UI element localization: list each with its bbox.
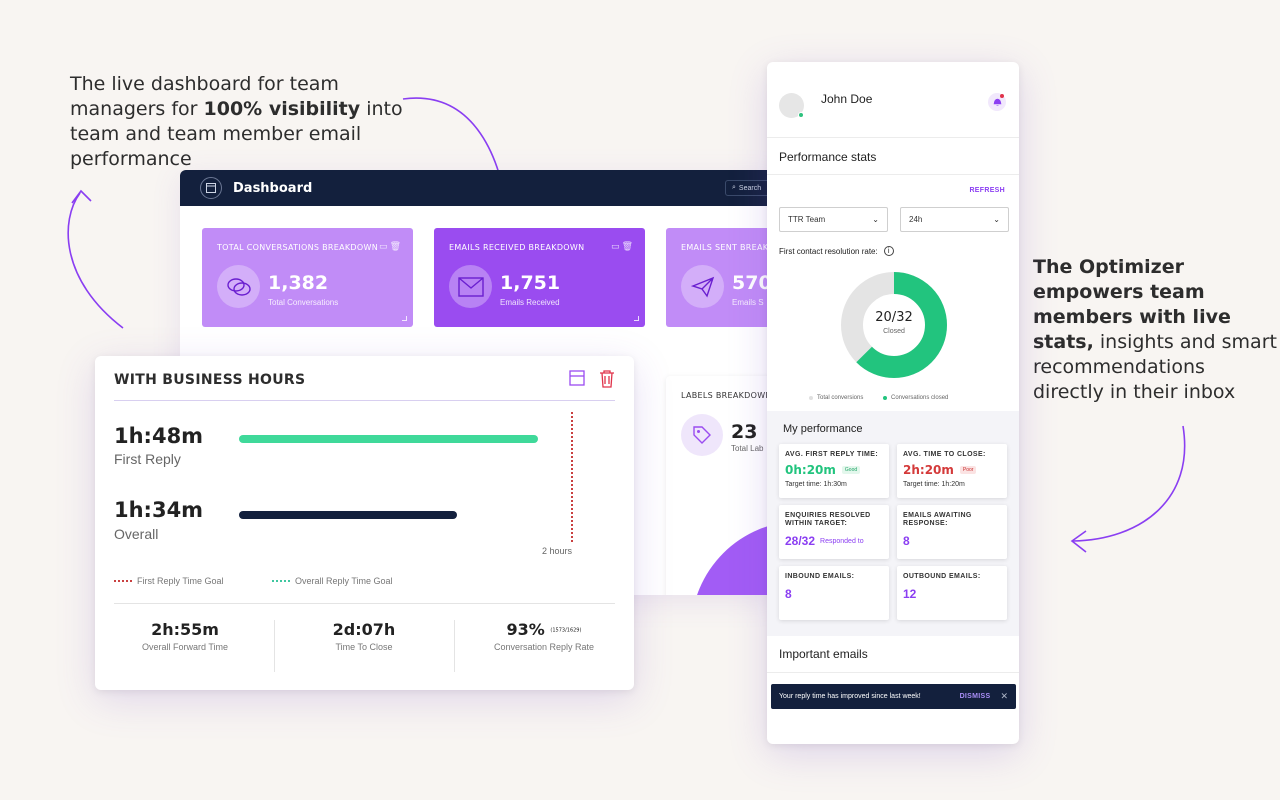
important-emails-title: Important emails — [779, 647, 868, 661]
overall-bar — [239, 511, 457, 519]
fcr-label: First contact resolution rate: i — [779, 246, 894, 256]
card-title: WITH BUSINESS HOURS — [114, 372, 306, 388]
legend-first-reply-goal: First Reply Time Goal — [114, 576, 224, 586]
envelope-icon — [449, 265, 492, 308]
layout-icon[interactable] — [569, 370, 585, 393]
notification-dot-icon — [1000, 94, 1004, 98]
my-performance-title: My performance — [783, 423, 863, 435]
enquiries-resolved-card[interactable]: ENQUIRIES RESOLVED WITHIN TARGET: 28/32 R… — [779, 505, 889, 559]
labels-breakdown-card[interactable]: LABELS BREAKDOWN 23 Total Lab — [666, 376, 780, 595]
first-reply-label: First Reply — [114, 451, 181, 467]
toast-message: Your reply time has improved since last … — [779, 693, 921, 700]
emails-received-card[interactable]: EMAILS RECEIVED BREAKDOWN ▭🗑 1,751 Email… — [434, 228, 645, 327]
card-title: EMAILS RECEIVED BREAKDOWN — [449, 243, 585, 252]
card-subtitle: Emails Received — [500, 298, 560, 307]
poor-badge: Poor — [959, 466, 977, 474]
performance-stats-title: Performance stats — [779, 150, 877, 164]
dashboard-header: Dashboard ⌕ Search — [180, 170, 780, 206]
avg-time-to-close-card[interactable]: AVG. TIME TO CLOSE: 2h:20m Poor Target ti… — [897, 444, 1007, 498]
close-icon[interactable]: ✕ — [1000, 691, 1008, 701]
card-value: 570 — [732, 272, 772, 294]
card-subtitle: Emails S — [732, 298, 764, 307]
overall-value: 1h:34m — [114, 498, 204, 522]
business-hours-card: WITH BUSINESS HOURS 1h:48m First Reply 1… — [95, 356, 634, 690]
resize-handle-icon[interactable] — [634, 316, 639, 321]
first-reply-value: 1h:48m — [114, 424, 204, 448]
good-badge: Good — [841, 466, 861, 474]
inbound-emails-card[interactable]: INBOUND EMAILS: 8 — [779, 566, 889, 620]
info-icon[interactable]: i — [883, 246, 894, 256]
chevron-down-icon: ⌄ — [993, 215, 1000, 224]
right-caption: The Optimizer empowers team members with… — [1033, 256, 1277, 403]
tag-icon — [681, 414, 723, 456]
emails-awaiting-card[interactable]: EMAILS AWAITING RESPONSE: 8 — [897, 505, 1007, 559]
card-value: 1,382 — [268, 272, 329, 294]
first-reply-bar — [239, 435, 538, 443]
emails-sent-card[interactable]: EMAILS SENT BREAKD 570 Emails S — [666, 228, 780, 327]
toast-notification: Your reply time has improved since last … — [771, 684, 1016, 709]
dashboard-title: Dashboard — [233, 180, 313, 196]
outbound-emails-card[interactable]: OUTBOUND EMAILS: 12 — [897, 566, 1007, 620]
search-placeholder: Search — [738, 184, 762, 192]
avg-first-reply-card[interactable]: AVG. FIRST REPLY TIME: 0h:20m Good Target… — [779, 444, 889, 498]
donut-value: 20/32 — [875, 310, 913, 325]
card-subtitle: Total Conversations — [268, 298, 339, 307]
card-value: 23 — [731, 421, 758, 443]
card-actions[interactable]: ▭🗑 — [611, 241, 635, 251]
donut-closed-arc — [841, 272, 947, 378]
card-title: LABELS BREAKDOWN — [681, 391, 772, 400]
card-value: 1,751 — [500, 272, 561, 294]
donut-label: Closed — [883, 328, 905, 335]
legend-overall-reply-goal: Overall Reply Time Goal — [272, 576, 393, 586]
my-performance-section: My performance AVG. FIRST REPLY TIME: 0h… — [767, 411, 1019, 636]
card-actions[interactable]: ▭🗑 — [379, 241, 403, 251]
chevron-down-icon: ⌄ — [872, 215, 879, 224]
goal-line — [571, 412, 573, 542]
stat-conversation-reply-rate: 93% (1573/1629) Conversation Reply Rate — [493, 620, 595, 652]
team-select[interactable]: TTR Team ⌄ — [779, 207, 888, 232]
dashboard-logo-icon — [200, 177, 222, 199]
axis-label: 2 hours — [542, 546, 573, 556]
dismiss-button[interactable]: DISMISS — [959, 693, 991, 700]
resize-handle-icon[interactable] — [402, 316, 407, 321]
trash-icon[interactable] — [599, 370, 615, 393]
online-status-icon — [798, 112, 804, 118]
fcr-donut-chart — [841, 272, 947, 378]
user-name: John Doe — [821, 92, 873, 106]
total-conversations-card[interactable]: TOTAL CONVERSATIONS BREAKDOWN ▭🗑 1,382 T… — [202, 228, 413, 327]
left-caption: The live dashboard for team managers for… — [70, 73, 403, 170]
card-title: TOTAL CONVERSATIONS BREAKDOWN — [217, 243, 378, 252]
labels-pie-chart — [697, 523, 780, 595]
search-icon: ⌕ — [732, 184, 736, 191]
refresh-button[interactable]: REFRESH — [969, 187, 1005, 194]
search-input[interactable]: ⌕ Search — [725, 180, 780, 196]
stat-overall-forward-time: 2h:55m Overall Forward Time — [141, 620, 229, 652]
donut-center: 20/32 Closed — [841, 310, 947, 335]
stat-time-to-close: 2d:07h Time To Close — [332, 620, 396, 652]
dashboard-window: Dashboard ⌕ Search TOTAL CONVERSATIONS B… — [180, 170, 780, 595]
legend-total-conversions: Total conversions — [809, 395, 863, 401]
legend-conversations-closed: Conversations closed — [883, 395, 948, 401]
overall-label: Overall — [114, 526, 159, 542]
period-select[interactable]: 24h ⌄ — [900, 207, 1009, 232]
optimizer-panel: John Doe Performance stats REFRESH TTR T… — [767, 62, 1019, 744]
chat-bubbles-icon — [217, 265, 260, 308]
paper-plane-icon — [681, 265, 724, 308]
card-subtitle: Total Lab — [731, 444, 764, 453]
card-title: EMAILS SENT BREAKD — [681, 243, 775, 252]
